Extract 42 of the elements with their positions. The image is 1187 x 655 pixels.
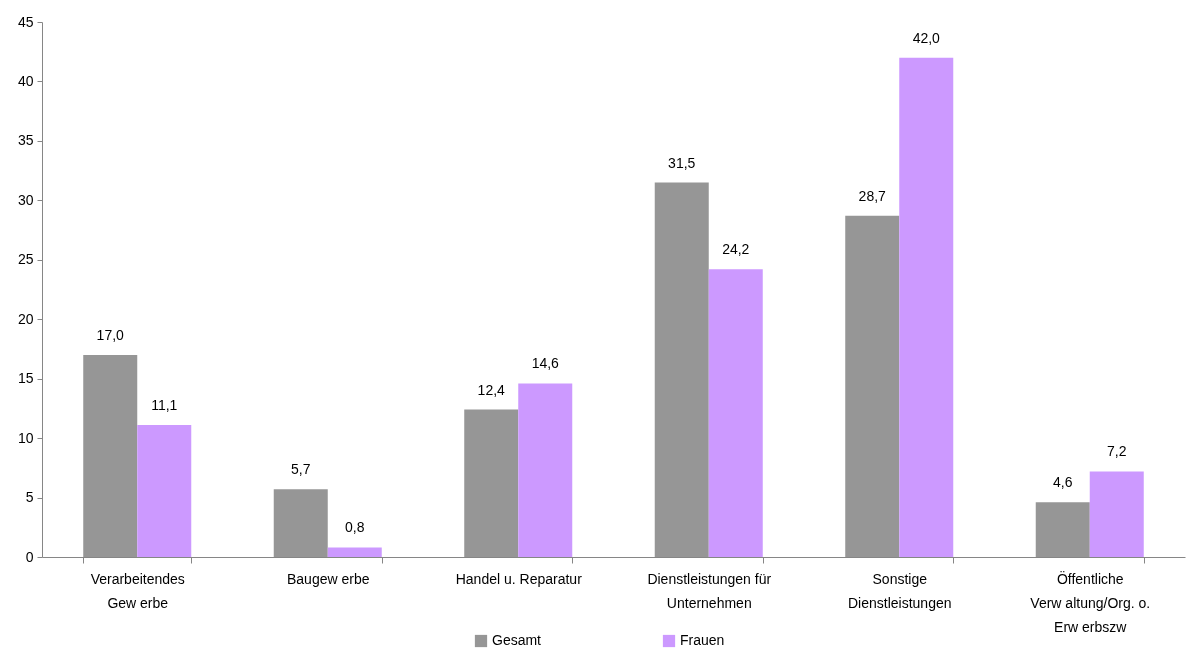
y-tick-label: 15 [17, 370, 34, 387]
x-tick-label: Baugew erbe [286, 570, 370, 587]
y-tick-label: 10 [17, 429, 34, 446]
bar [83, 354, 138, 557]
y-tick-label: 0 [25, 548, 34, 565]
bar [708, 269, 763, 557]
bar [899, 57, 954, 557]
x-tick-label: Verarbeitendes Gew erbe [90, 570, 185, 611]
y-tick-label: 35 [17, 132, 34, 149]
bar [464, 409, 519, 557]
bar [518, 383, 573, 557]
data-label: 24,2 [722, 241, 750, 258]
x-tick-label: Öffentliche Verw altung/Org. o. Erw erbszw [1030, 569, 1151, 635]
data-label: 42,0 [912, 29, 941, 46]
x-tick-label: Sonstige Dienstleistungen [847, 570, 952, 611]
data-label: 28,7 [858, 187, 887, 204]
data-label: 14,6 [531, 355, 560, 372]
x-tick-label: Handel u. Reparatur [455, 570, 583, 587]
data-label: 12,4 [477, 381, 506, 398]
data-label: 7,2 [1107, 443, 1127, 460]
data-label: 0,8 [345, 519, 365, 536]
y-tick-label: 25 [17, 251, 34, 268]
bar [273, 489, 328, 557]
data-label: 4,6 [1053, 474, 1073, 491]
data-label: 31,5 [668, 154, 696, 171]
bar [1089, 471, 1144, 557]
data-label: 11,1 [151, 397, 178, 414]
bar [654, 182, 709, 557]
y-tick-label: 5 [25, 489, 34, 506]
legend-label: Gesamt [492, 632, 542, 648]
bar [327, 547, 382, 557]
data-label: 5,7 [291, 461, 311, 478]
bar [137, 425, 192, 557]
bar [845, 215, 900, 557]
legend-label: Frauen [680, 632, 725, 648]
y-tick-label: 30 [17, 191, 34, 208]
y-tick-label: 45 [17, 13, 34, 30]
y-tick-label: 20 [17, 310, 34, 327]
x-tick-label: Dienstleistungen für Unternehmen [647, 570, 772, 611]
data-label: 17,0 [96, 326, 125, 343]
bar [1035, 502, 1090, 557]
y-tick-label: 40 [17, 72, 34, 89]
